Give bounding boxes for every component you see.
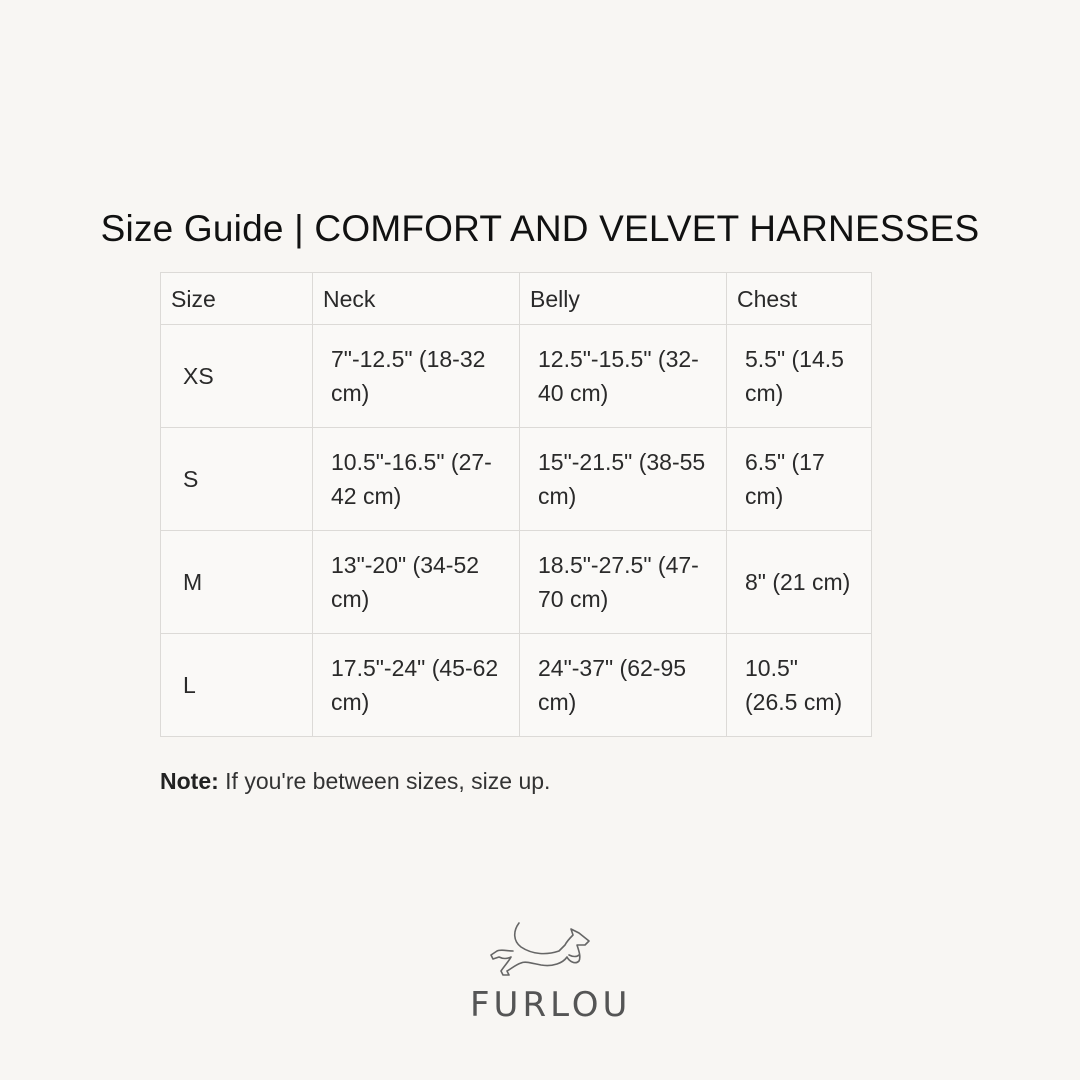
cell-belly: 18.5"-27.5" (47-70 cm) [519, 530, 727, 634]
cell-neck: 7"-12.5" (18-32 cm) [312, 324, 520, 428]
header-neck: Neck [312, 272, 520, 325]
cell-chest: 8" (21 cm) [726, 530, 872, 634]
table-header-row: Size Neck Belly Chest [160, 272, 872, 325]
size-table: Size Neck Belly Chest XS 7"-12.5" (18-32… [160, 272, 872, 737]
cell-size: S [160, 427, 313, 531]
cell-size: L [160, 633, 313, 737]
header-belly: Belly [519, 272, 727, 325]
cell-size: M [160, 530, 313, 634]
table-row: M 13"-20" (34-52 cm) 18.5"-27.5" (47-70 … [160, 530, 872, 634]
table-row: XS 7"-12.5" (18-32 cm) 12.5"-15.5" (32-4… [160, 324, 872, 428]
header-chest: Chest [726, 272, 872, 325]
cell-belly: 15"-21.5" (38-55 cm) [519, 427, 727, 531]
page-title: Size Guide | COMFORT AND VELVET HARNESSE… [100, 208, 980, 249]
brand-logo-text: FURLOU [470, 985, 632, 1025]
cell-chest: 10.5" (26.5 cm) [726, 633, 872, 737]
cell-neck: 13"-20" (34-52 cm) [312, 530, 520, 634]
header-size: Size [160, 272, 313, 325]
cell-belly: 24"-37" (62-95 cm) [519, 633, 727, 737]
running-dog-icon [490, 922, 590, 976]
table-row: L 17.5"-24" (45-62 cm) 24"-37" (62-95 cm… [160, 633, 872, 737]
cell-neck: 10.5"-16.5" (27-42 cm) [312, 427, 520, 531]
size-note: Note: If you're between sizes, size up. [160, 768, 550, 795]
table-row: S 10.5"-16.5" (27-42 cm) 15"-21.5" (38-5… [160, 427, 872, 531]
cell-chest: 6.5" (17 cm) [726, 427, 872, 531]
cell-belly: 12.5"-15.5" (32-40 cm) [519, 324, 727, 428]
cell-neck: 17.5"-24" (45-62 cm) [312, 633, 520, 737]
cell-chest: 5.5" (14.5 cm) [726, 324, 872, 428]
note-label: Note: [160, 768, 219, 794]
brand-logo: FURLOU [470, 915, 632, 1025]
cell-size: XS [160, 324, 313, 428]
note-text: If you're between sizes, size up. [218, 768, 551, 794]
